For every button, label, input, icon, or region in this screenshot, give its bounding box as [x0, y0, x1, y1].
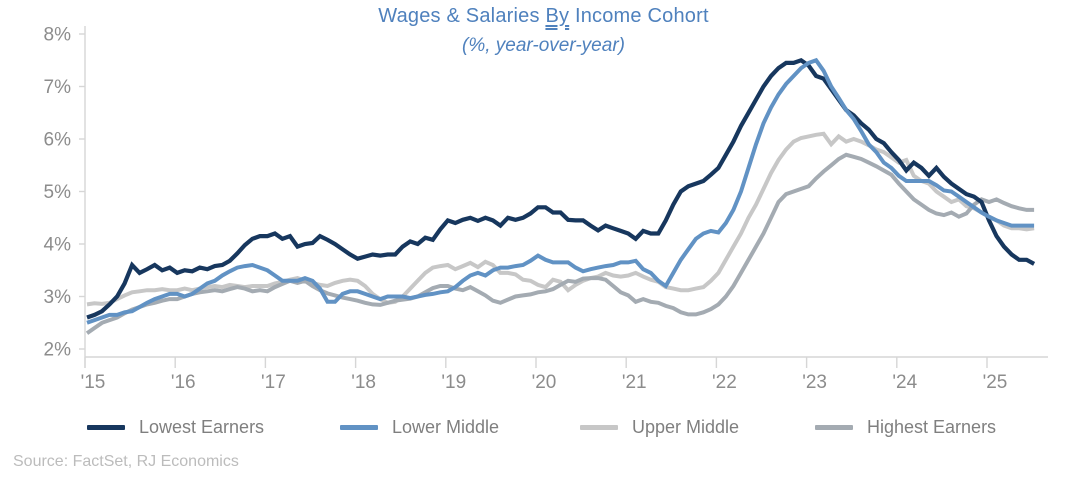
legend-swatch-lower-middle [340, 424, 378, 430]
chart-title: Wages & Salaries By Income Cohort [0, 3, 1087, 30]
svg-text:'23: '23 [802, 372, 827, 393]
svg-text:7%: 7% [44, 77, 72, 98]
svg-text:'24: '24 [892, 372, 917, 393]
legend-item-lower-middle: Lower Middle [340, 414, 499, 440]
svg-text:'18: '18 [351, 372, 376, 393]
series-line-highest-earners [85, 152, 1035, 335]
svg-text:5%: 5% [44, 182, 72, 203]
chart-title-suffix: Income Cohort [574, 5, 709, 27]
chart-subtitle: (%, year-over-year) [462, 35, 625, 56]
legend-swatch-highest-earners [815, 424, 853, 430]
svg-text:'17: '17 [261, 372, 286, 393]
svg-text:'15: '15 [81, 372, 106, 393]
series-line-lowest-earners [86, 57, 1036, 320]
legend-label-lower-middle: Lower Middle [392, 416, 500, 437]
chart-header: Wages & Salaries By Income Cohort (%, ye… [0, 3, 1087, 59]
svg-text:6%: 6% [44, 130, 72, 151]
chart-title-prefix: Wages & Salaries [378, 5, 540, 27]
legend-swatch-upper-middle [580, 424, 618, 430]
legend-label-lowest-earners: Lowest Earners [139, 416, 265, 437]
svg-text:'16: '16 [171, 372, 196, 393]
svg-text:'21: '21 [622, 372, 647, 393]
svg-text:4%: 4% [44, 235, 72, 256]
legend-label-upper-middle: Upper Middle [632, 416, 740, 437]
legend-swatch-lowest-earners [87, 424, 125, 430]
svg-text:3%: 3% [44, 287, 72, 308]
chart-title-by-underlined: By [545, 5, 570, 27]
legend-item-lowest-earners: Lowest Earners [87, 414, 264, 440]
svg-text:2%: 2% [44, 340, 72, 361]
series-line-upper-middle [86, 131, 1035, 307]
svg-text:8%: 8% [44, 25, 72, 46]
svg-text:'25: '25 [983, 372, 1008, 393]
legend-item-highest-earners: Highest Earners [815, 414, 996, 440]
svg-text:'20: '20 [532, 372, 557, 393]
source-attribution: Source: FactSet, RJ Economics [13, 453, 239, 470]
legend-item-upper-middle: Upper Middle [580, 414, 739, 440]
legend-label-highest-earners: Highest Earners [867, 416, 997, 437]
svg-text:'22: '22 [712, 372, 737, 393]
svg-text:'19: '19 [441, 372, 466, 393]
series-line-lower-middle [86, 57, 1035, 325]
